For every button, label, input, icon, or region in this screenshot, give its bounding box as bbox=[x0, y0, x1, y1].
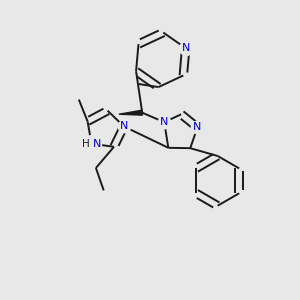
Text: N: N bbox=[193, 122, 202, 132]
Polygon shape bbox=[119, 110, 142, 115]
Text: N: N bbox=[93, 139, 101, 149]
Text: N: N bbox=[160, 117, 168, 127]
Text: H: H bbox=[82, 139, 90, 149]
Text: N: N bbox=[182, 43, 190, 53]
Text: N: N bbox=[120, 122, 128, 131]
